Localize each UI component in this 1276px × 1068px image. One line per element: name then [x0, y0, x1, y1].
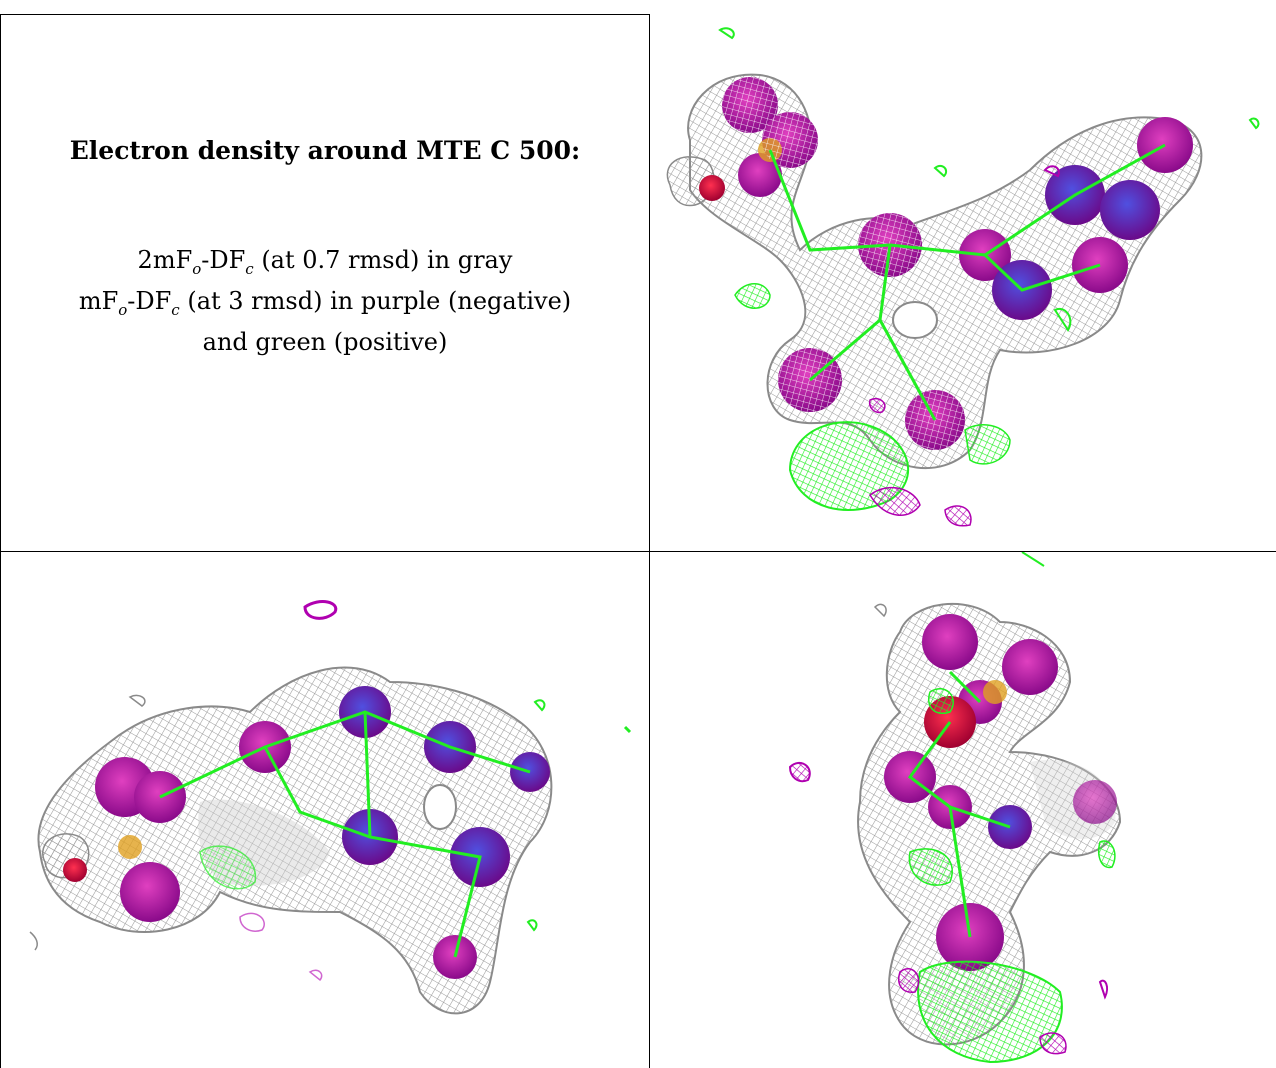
caption-cell: Electron density around MTE C 500: 2mFo-…	[1, 14, 649, 551]
legend-line-difference: mFo-DFc (at 3 rmsd) in purple (negative)	[78, 286, 572, 319]
table-left-rule	[0, 14, 1, 1068]
molecule-density-icon	[29, 600, 632, 1015]
electron-density-view-1	[650, 0, 1276, 551]
electron-density-view-2	[0, 552, 649, 1068]
electron-density-view-3	[650, 552, 1276, 1068]
legend-line-gray: 2mFo-DFc (at 0.7 rmsd) in gray	[137, 246, 513, 278]
table-middle-rule	[0, 551, 1276, 552]
molecule-density-icon	[788, 552, 1122, 1064]
caption-legend: 2mFo-DFc (at 0.7 rmsd) in gray mFo-DFc (…	[1, 244, 649, 358]
table-center-rule	[649, 14, 650, 1068]
molecule-density-icon	[666, 27, 1260, 527]
table-top-rule	[0, 14, 650, 15]
legend-line-positive: and green (positive)	[202, 327, 448, 356]
caption-title: Electron density around MTE C 500:	[69, 136, 581, 165]
